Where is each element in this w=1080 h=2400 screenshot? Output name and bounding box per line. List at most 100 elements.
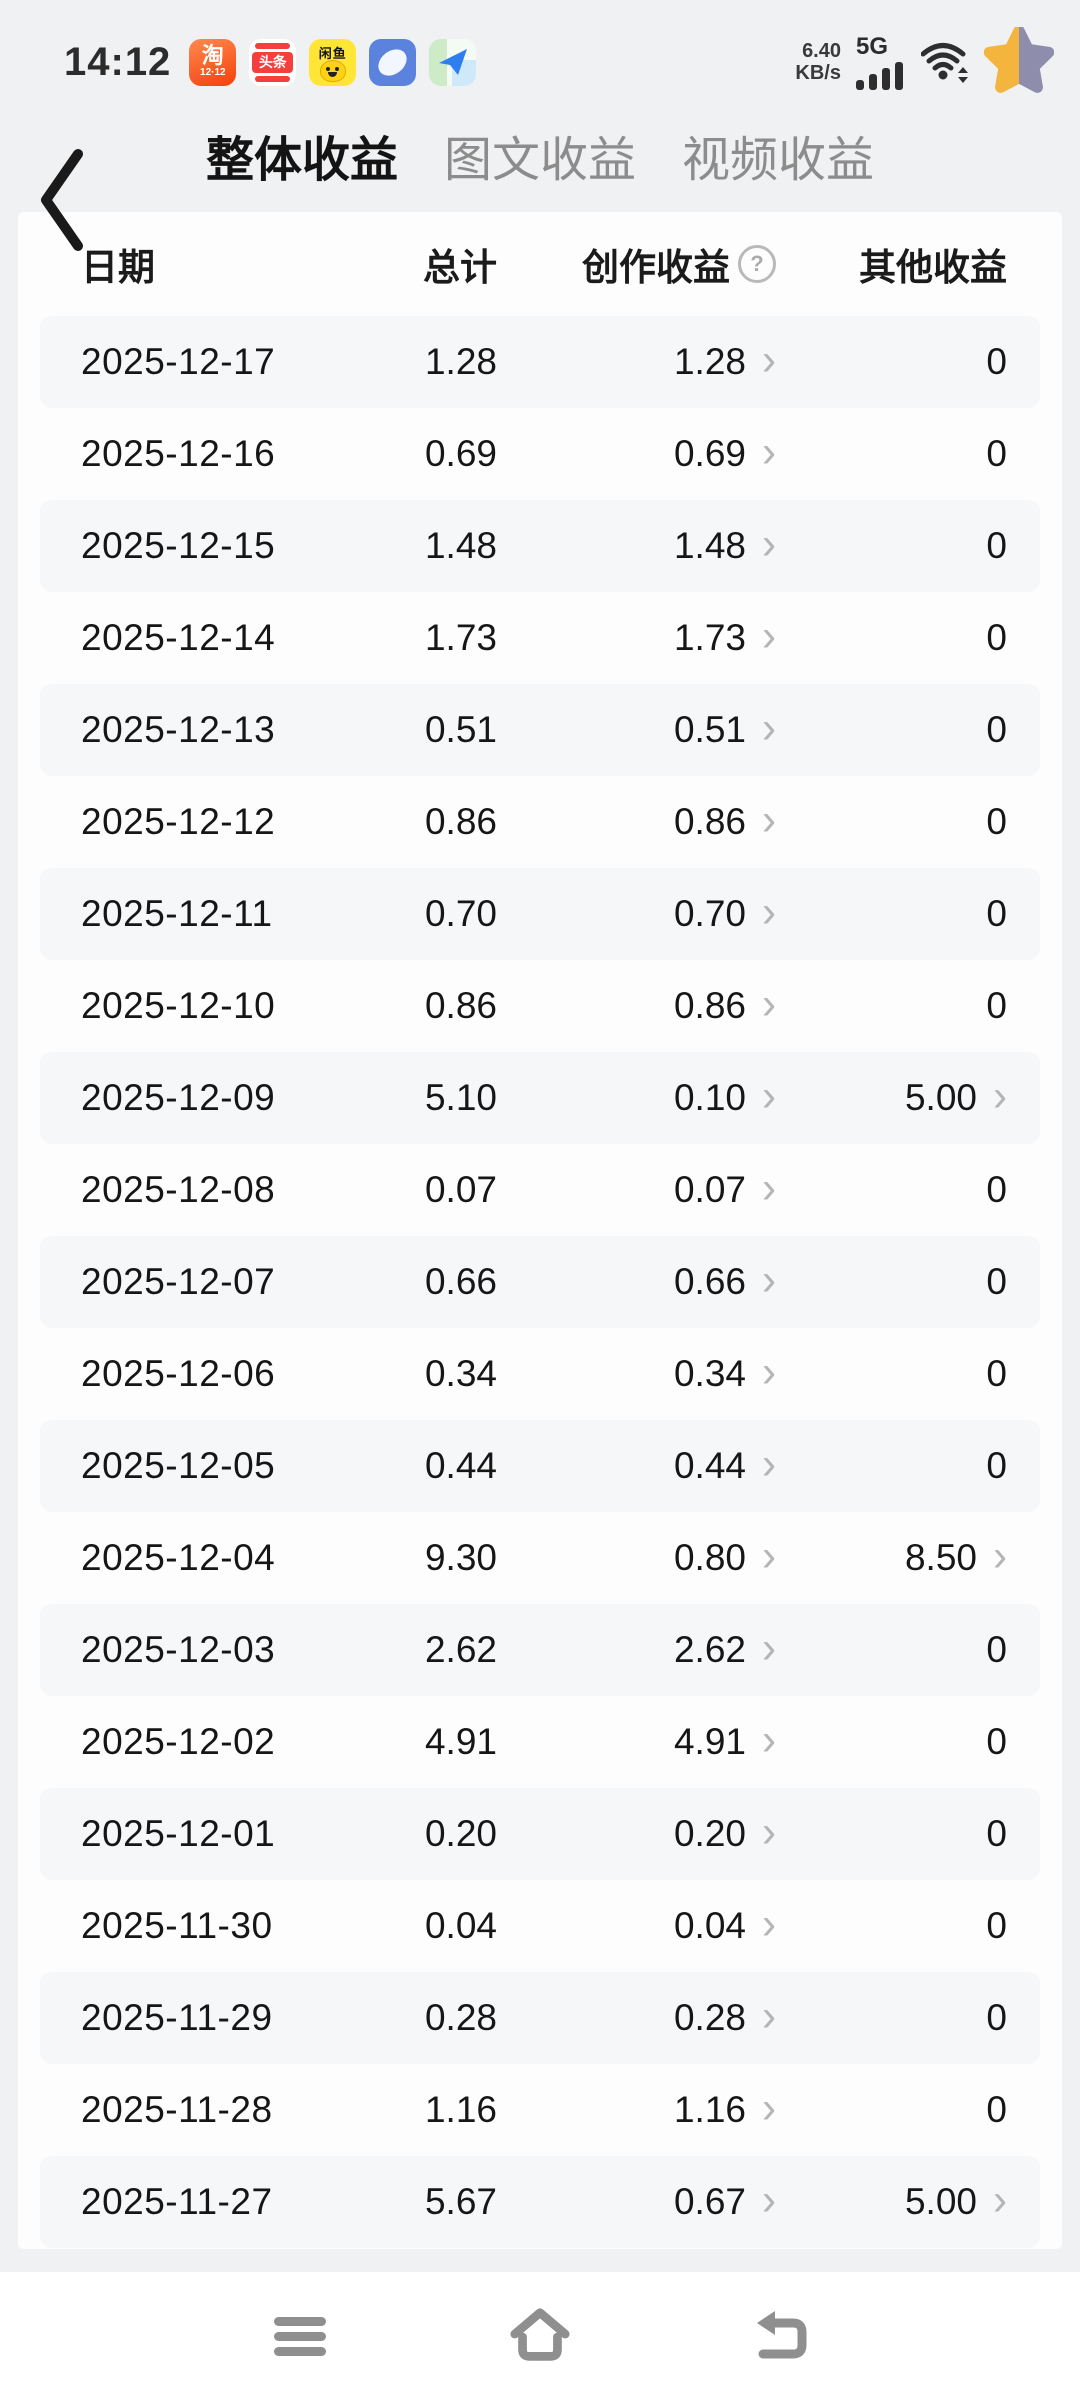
table-row: 2025-12-01 0.20 0.20 › 0 › [40,1788,1040,1880]
date-cell: 2025-12-04 [81,1537,276,1578]
date-cell: 2025-11-27 [81,2181,273,2222]
tab-article-earnings[interactable]: 图文收益 [443,134,636,187]
creation-earnings-cell[interactable]: 0.66 › [673,1254,776,1305]
chevron-right-icon: › [762,794,776,845]
taobao-app-icon: 淘 12·12 [189,38,237,86]
chevron-right-icon: › [762,1714,776,1765]
other-earnings-cell[interactable]: 5.00 › [904,1070,1007,1121]
table-row: 2025-12-12 0.86 0.86 › 0 › [40,776,1040,868]
other-earnings-cell: 0 › [986,2089,1007,2130]
creation-earnings-cell[interactable]: 0.86 › [673,794,776,845]
return-arrow-icon [757,2311,807,2359]
total-cell: 5.67 [424,2181,497,2222]
total-cell: 1.73 [424,617,497,658]
column-header-other: 其他收益 [859,247,1007,288]
creation-earnings-cell[interactable]: 0.69 › [673,426,776,477]
chevron-right-icon: › [762,702,776,753]
date-cell: 2025-12-07 [81,1261,276,1302]
column-header-date: 日期 [81,247,155,288]
other-earnings-cell: 0 › [986,341,1007,382]
creation-earnings-cell[interactable]: 0.51 › [673,702,776,753]
creation-earnings-cell[interactable]: 2.62 › [673,1622,776,1673]
date-cell: 2025-12-11 [81,893,273,934]
column-header-total: 总计 [423,247,497,288]
toutiao-glyph: 头条 [252,51,294,73]
creation-earnings-cell[interactable]: 0.80 › [673,1530,776,1581]
creation-earnings-cell[interactable]: 0.86 › [673,978,776,1029]
table-row: 2025-12-06 0.34 0.34 › 0 › [40,1328,1040,1420]
taobao-badge: 12·12 [200,67,226,78]
network-type-label: 5G [856,32,889,60]
status-network-cluster: 6.40 KB/s 5G [795,27,1054,97]
total-cell: 0.51 [424,709,497,750]
creation-earnings-cell[interactable]: 0.44 › [673,1438,776,1489]
total-cell: 0.34 [424,1353,497,1394]
tab-overall-earnings[interactable]: 整体收益 [205,134,398,187]
signal-bars-icon [856,61,903,90]
other-earnings-cell: 0 › [986,985,1007,1026]
chevron-right-icon: › [762,518,776,569]
table-row: 2025-11-27 5.67 0.67 › 5.00 › [40,2156,1040,2248]
home-button[interactable] [508,2306,572,2366]
table-row: 2025-12-09 5.10 0.10 › 5.00 › [40,1052,1040,1144]
total-cell: 1.28 [424,341,497,382]
help-question-icon[interactable]: ? [738,245,776,283]
other-earnings-cell: 0 › [986,1997,1007,2038]
creation-earnings-cell[interactable]: 0.10 › [673,1070,776,1121]
creation-earnings-cell[interactable]: 1.48 › [673,518,776,569]
total-cell: 0.86 [424,801,497,842]
other-earnings-cell: 0 › [986,1261,1007,1302]
chevron-right-icon: › [993,1070,1007,1121]
creation-earnings-cell[interactable]: 1.28 › [673,334,776,385]
date-cell: 2025-12-13 [81,709,276,750]
creation-earnings-cell[interactable]: 0.67 › [673,2174,776,2225]
status-time: 14:12 [64,39,172,84]
creation-earnings-cell[interactable]: 1.73 › [673,610,776,661]
chevron-right-icon: › [762,1070,776,1121]
creation-earnings-cell[interactable]: 0.34 › [673,1346,776,1397]
navigation-app-icon [429,38,477,86]
table-row: 2025-12-15 1.48 1.48 › 0 › [40,500,1040,592]
date-cell: 2025-12-06 [81,1353,276,1394]
table-row: 2025-11-29 0.28 0.28 › 0 › [40,1972,1040,2064]
total-cell: 9.30 [424,1537,497,1578]
earnings-table-card: 日期 总计 创作收益 ? 其他收益 2025-12-17 1.28 1.28 ›… [18,212,1062,2249]
table-row: 2025-12-05 0.44 0.44 › 0 › [40,1420,1040,1512]
chevron-right-icon: › [762,426,776,477]
recents-back-button[interactable] [748,2306,812,2366]
creation-header-label: 创作收益 [582,247,730,288]
date-cell: 2025-12-03 [81,1629,276,1670]
tab-video-earnings[interactable]: 视频收益 [682,134,875,187]
date-cell: 2025-12-09 [81,1077,276,1118]
date-cell: 2025-12-08 [81,1169,276,1210]
date-cell: 2025-12-15 [81,525,276,566]
creation-earnings-cell[interactable]: 4.91 › [673,1714,776,1765]
date-cell: 2025-12-02 [81,1721,276,1762]
other-earnings-cell: 0 › [986,893,1007,934]
other-earnings-cell: 0 › [986,1905,1007,1946]
creation-earnings-cell[interactable]: 1.16 › [673,2082,776,2133]
xianyu-app-icon: 闲鱼 [309,38,357,86]
date-cell: 2025-11-28 [81,2089,273,2130]
creation-earnings-cell[interactable]: 0.20 › [673,1806,776,1857]
creation-earnings-cell[interactable]: 0.70 › [673,886,776,937]
cellular-signal: 5G [856,32,906,90]
other-earnings-cell: 0 › [986,433,1007,474]
total-cell: 0.70 [424,893,497,934]
chevron-right-icon: › [762,2082,776,2133]
other-earnings-cell[interactable]: 8.50 › [904,1530,1007,1581]
chevron-right-icon: › [762,1254,776,1305]
chevron-right-icon: › [762,334,776,385]
creation-earnings-cell[interactable]: 0.04 › [673,1898,776,1949]
menu-button[interactable] [268,2306,332,2366]
creation-earnings-cell[interactable]: 0.07 › [673,1162,776,1213]
chevron-right-icon: › [762,610,776,661]
total-cell: 0.04 [424,1905,497,1946]
other-earnings-cell[interactable]: 5.00 › [904,2174,1007,2225]
chevron-right-icon: › [993,1530,1007,1581]
creation-earnings-cell[interactable]: 0.28 › [673,1990,776,2041]
back-button[interactable] [34,148,94,252]
table-row: 2025-11-28 1.16 1.16 › 0 › [40,2064,1040,2156]
other-earnings-cell: 0 › [986,617,1007,658]
